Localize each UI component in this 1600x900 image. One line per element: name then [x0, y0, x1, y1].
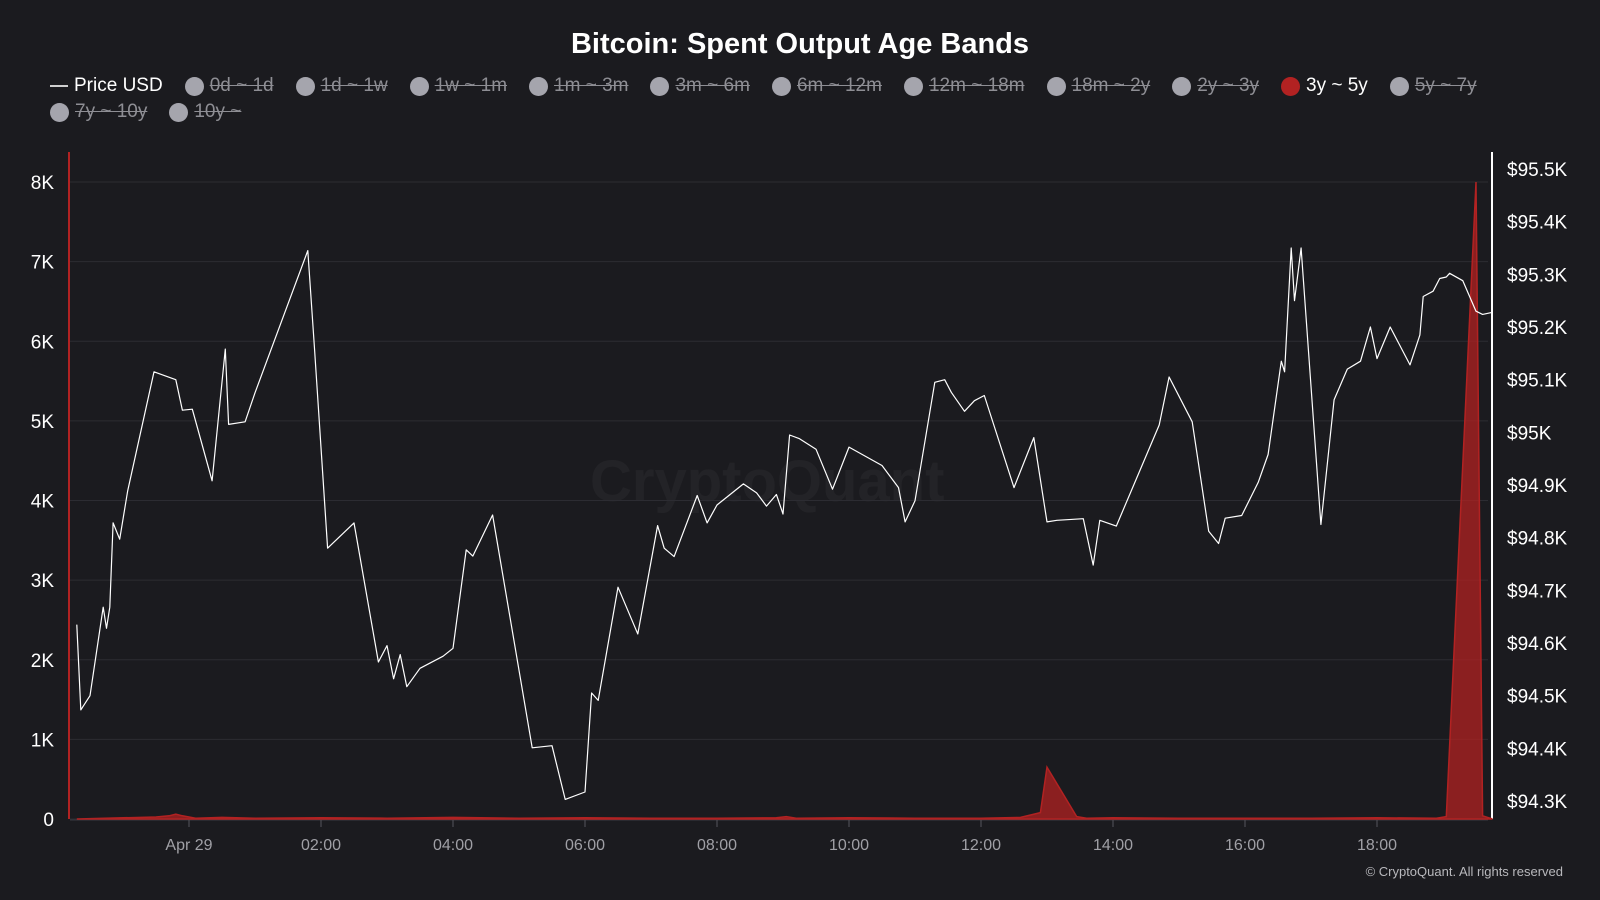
dot-marker-icon [771, 76, 791, 96]
legend-item[interactable]: 1d ~ 1w [295, 75, 388, 96]
dot-marker-icon [529, 76, 549, 96]
legend-label: 2y ~ 3y [1197, 75, 1260, 96]
y-left-tick-label: 7K [31, 253, 55, 274]
x-tick-label: 10:00 [829, 837, 869, 854]
x-tick-label: 06:00 [565, 837, 605, 854]
legend-label: 0d ~ 1d [209, 75, 274, 96]
dot-marker-icon [184, 76, 204, 96]
y-right-tick-label: $94.7K [1507, 581, 1568, 602]
legend-item[interactable]: 5y ~ 7y [1389, 75, 1477, 96]
y-right-tick-label: $95.1K [1507, 371, 1568, 392]
y-right-tick-label: $94.3K [1507, 792, 1568, 813]
legend-label: 1m ~ 3m [554, 75, 629, 96]
y-left-tick-label: 5K [31, 412, 55, 433]
legend-label: 1w ~ 1m [434, 75, 508, 96]
x-tick-label: Apr 29 [165, 837, 212, 854]
y-left-tick-label: 2K [31, 651, 55, 672]
x-tick-label: 16:00 [1225, 837, 1265, 854]
y-right-tick-label: $94.6K [1507, 634, 1568, 655]
dot-marker-icon [1172, 76, 1192, 96]
series-line-price-usd [76, 247, 1493, 800]
y-left-tick-label: 0 [43, 810, 54, 831]
legend-label: 3m ~ 6m [675, 75, 750, 96]
x-tick-label: 14:00 [1093, 837, 1133, 854]
y-right-tick-label: $95.2K [1507, 318, 1568, 339]
legend-item[interactable]: 3y ~ 5y [1281, 75, 1368, 96]
dot-marker-icon [1046, 76, 1066, 96]
y-left-tick-label: 8K [31, 173, 55, 194]
y-left-tick-label: 1K [31, 730, 55, 751]
x-tick-label: 04:00 [433, 837, 473, 854]
legend-item[interactable]: 6m ~ 12m [771, 75, 882, 96]
legend-label: 10y ~ [194, 101, 242, 122]
copyright-footer: © CryptoQuant. All rights reserved [1365, 864, 1563, 879]
dot-marker-icon [1389, 76, 1409, 96]
y-right-tick-label: $95.3K [1507, 265, 1568, 286]
legend-item[interactable]: 7y ~ 10y [50, 101, 148, 122]
series-area-3y-5y [76, 181, 1493, 820]
dot-marker-icon [650, 76, 670, 96]
y-right-tick-label: $94.4K [1507, 739, 1568, 760]
legend-label: 3y ~ 5y [1306, 75, 1368, 96]
dot-marker-icon [1281, 76, 1301, 96]
y-right-tick-label: $95K [1507, 423, 1552, 444]
dot-marker-icon [409, 76, 429, 96]
x-tick-label: 08:00 [697, 837, 737, 854]
dot-marker-icon [50, 102, 69, 122]
legend-label: 7y ~ 10y [75, 101, 148, 122]
y-left-tick-label: 6K [31, 332, 55, 353]
legend-label: Price USD [74, 75, 163, 96]
legend-item[interactable]: 18m ~ 2y [1046, 75, 1151, 96]
legend-label: 1d ~ 1w [320, 75, 388, 96]
chart-legend: Price USD 0d ~ 1d 1d ~ 1w 1w ~ 1m 1m ~ 3m 3m … [50, 75, 1570, 122]
legend-label: 6m ~ 12m [796, 75, 882, 96]
x-tick-label: 02:00 [301, 837, 341, 854]
legend-item[interactable]: 1w ~ 1m [409, 75, 508, 96]
y-left-tick-label: 3K [31, 571, 55, 592]
legend-item[interactable]: 1m ~ 3m [529, 75, 629, 96]
dot-marker-icon [295, 76, 315, 96]
legend-item[interactable]: 2y ~ 3y [1172, 75, 1260, 96]
dot-marker-icon [169, 102, 189, 122]
line-marker-icon [50, 85, 68, 87]
y-right-tick-label: $94.8K [1507, 529, 1568, 550]
dot-marker-icon [903, 76, 923, 96]
legend-label: 5y ~ 7y [1414, 75, 1477, 96]
y-right-tick-label: $94.5K [1507, 687, 1568, 708]
legend-item[interactable]: 3m ~ 6m [650, 75, 750, 96]
legend-label: 18m ~ 2y [1071, 75, 1151, 96]
legend-item[interactable]: 10y ~ [169, 101, 242, 122]
y-right-tick-label: $95.5K [1507, 160, 1568, 181]
y-left-tick-label: 4K [31, 492, 55, 513]
legend-label: 12m ~ 18m [928, 75, 1025, 96]
x-tick-label: 18:00 [1357, 837, 1397, 854]
legend-item[interactable]: 12m ~ 18m [903, 75, 1025, 96]
y-right-tick-label: $94.9K [1507, 476, 1568, 497]
y-right-tick-label: $95.4K [1507, 213, 1568, 234]
chart-title: Bitcoin: Spent Output Age Bands [570, 28, 1030, 60]
legend-item[interactable]: Price USD [50, 75, 163, 96]
x-tick-label: 12:00 [961, 837, 1001, 854]
legend-item[interactable]: 0d ~ 1d [184, 75, 274, 96]
